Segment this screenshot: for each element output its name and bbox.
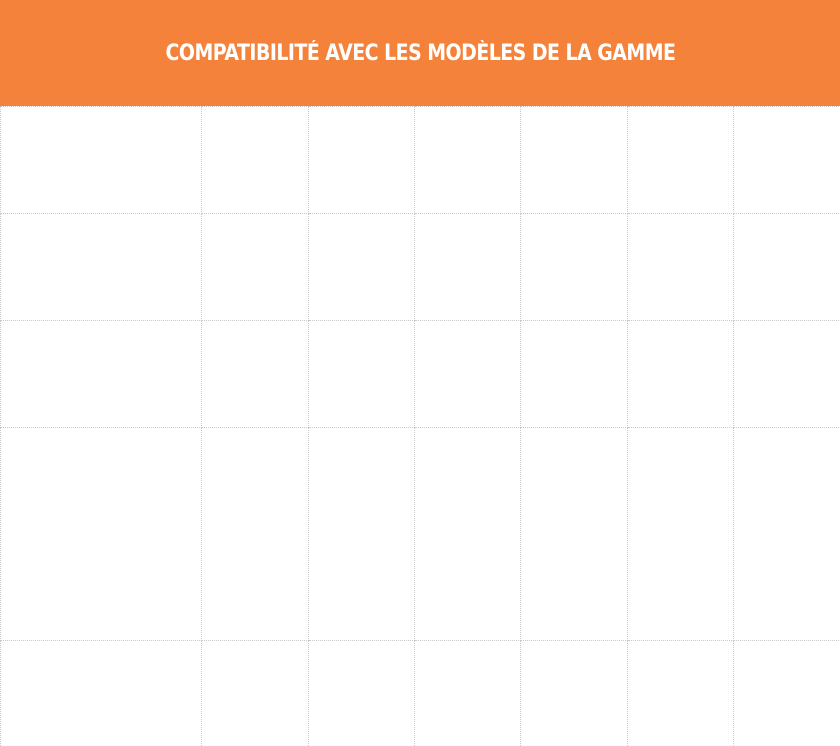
table-cell: [733, 106, 840, 214]
table-cell: [414, 427, 521, 641]
table-cell: [0, 106, 202, 214]
table-cell: [308, 213, 415, 321]
table-cell: [308, 640, 415, 746]
table-cell: [414, 640, 521, 746]
table-cell: [627, 320, 734, 428]
table-row: [0, 106, 840, 214]
table-cell: [0, 640, 202, 746]
table-cell: [520, 320, 628, 428]
table-cell: [414, 320, 521, 428]
table-cell: [733, 213, 840, 321]
table-cell: [0, 427, 202, 641]
table-row: [0, 320, 840, 428]
table-cell: [201, 640, 309, 746]
table-cell: [308, 106, 415, 214]
table-title: COMPATIBILITÉ AVEC LES MODÈLES DE LA GAM…: [165, 40, 675, 66]
table-row: [0, 213, 840, 321]
table-cell: [627, 640, 734, 746]
table-cell: [201, 427, 309, 641]
table-cell: [201, 320, 309, 428]
table-cell: [201, 213, 309, 321]
table-cell: [627, 106, 734, 214]
table-row: [0, 427, 840, 641]
table-cell: [520, 213, 628, 321]
table-cell: [414, 106, 521, 214]
table-cell: [520, 640, 628, 746]
compatibility-table: [0, 106, 840, 746]
table-cell: [733, 640, 840, 746]
table-cell: [0, 320, 202, 428]
table-cell: [520, 427, 628, 641]
table-cell: [733, 427, 840, 641]
table-cell: [520, 106, 628, 214]
table-cell: [308, 427, 415, 641]
table-cell: [201, 106, 309, 214]
table-cell: [308, 320, 415, 428]
table-cell: [627, 213, 734, 321]
table-cell: [627, 427, 734, 641]
table-cell: [414, 213, 521, 321]
table-cell: [733, 320, 840, 428]
table-cell: [0, 213, 202, 321]
table-row: [0, 640, 840, 746]
table-header-banner: COMPATIBILITÉ AVEC LES MODÈLES DE LA GAM…: [0, 0, 840, 106]
